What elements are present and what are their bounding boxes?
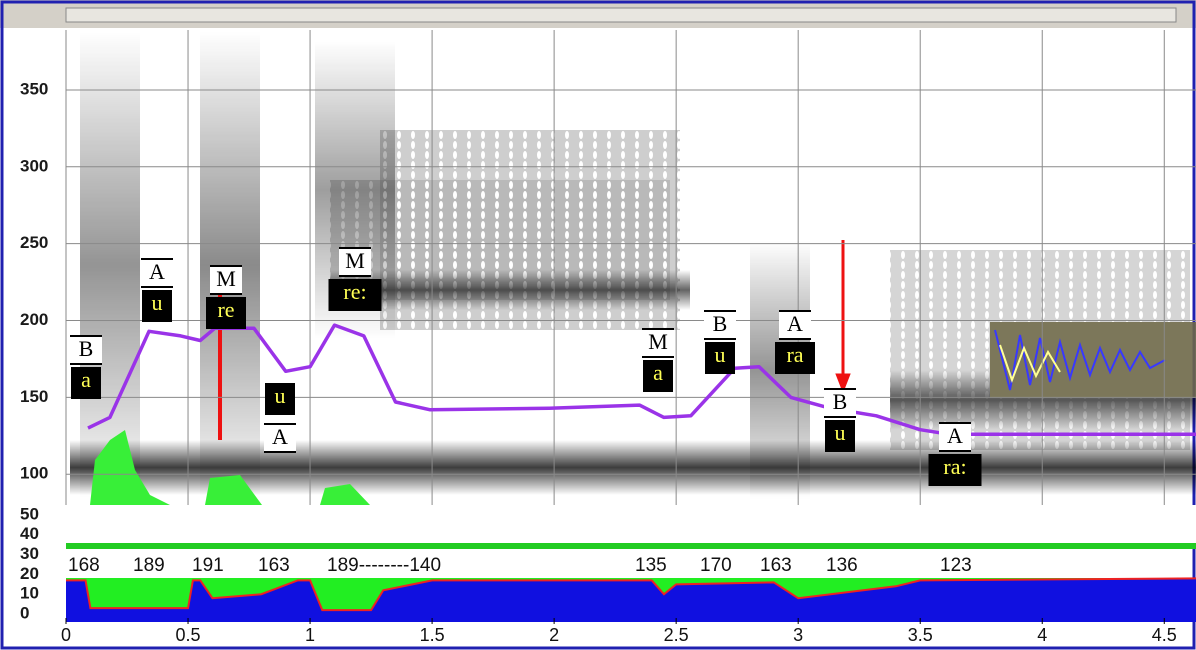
tone-label: B <box>713 311 728 336</box>
formant-band <box>330 270 690 310</box>
pitch-reading: 170 <box>700 555 732 576</box>
x-tick-label: 1 <box>305 625 315 645</box>
y-tick-label: 50 <box>20 504 39 523</box>
tone-box <box>339 247 371 277</box>
syllable-box <box>71 367 101 399</box>
tone-label: A <box>149 259 165 284</box>
syllable-label: u <box>275 383 286 408</box>
scrollbar[interactable] <box>65 7 1177 23</box>
tone-box <box>210 265 242 295</box>
panel-gap <box>66 505 1196 545</box>
y-tick-label: 200 <box>20 310 48 329</box>
tone-box <box>141 258 173 288</box>
pitch-reading: 189 <box>133 555 165 576</box>
x-tick-label: 2.5 <box>664 625 689 645</box>
syllable-label: u <box>152 290 163 315</box>
y-tick-label: 150 <box>20 387 48 406</box>
tone-box <box>264 423 296 453</box>
pitch-reading: 136 <box>826 555 858 576</box>
syllable-box <box>825 420 855 452</box>
y-tick-label: 0 <box>20 604 29 623</box>
x-tick-label: 2 <box>549 625 559 645</box>
tone-box <box>642 328 674 358</box>
x-tick-label: 4.5 <box>1152 625 1177 645</box>
tone-box <box>70 335 102 365</box>
syllable-box <box>142 290 172 322</box>
tone-box <box>939 422 971 452</box>
y-tick-label: 30 <box>20 544 39 563</box>
separator <box>66 543 1196 549</box>
tone-label: M <box>648 329 668 354</box>
tone-label: A <box>787 311 803 336</box>
syllable-label: a <box>653 360 663 385</box>
syllable-label: re: <box>343 279 366 304</box>
x-tick-label: 0 <box>61 625 71 645</box>
pitch-reading: 135 <box>635 555 667 576</box>
x-tick-label: 1.5 <box>420 625 445 645</box>
syllable-label: u <box>715 342 726 367</box>
y-tick-label: 350 <box>20 79 48 98</box>
arrow-head <box>835 373 851 394</box>
pitch-reading: 191 <box>192 555 224 576</box>
pitch-reading: 189--------140 <box>327 555 441 576</box>
y-tick-label: 40 <box>20 524 39 543</box>
syllable-label: u <box>835 420 846 445</box>
syllable-label: re <box>217 297 234 322</box>
syllable-box <box>643 360 673 392</box>
waveform <box>999 344 1061 383</box>
x-tick-label: 3.5 <box>908 625 933 645</box>
energy-green <box>320 484 370 505</box>
tone-label: A <box>947 423 963 448</box>
tone-box <box>779 310 811 340</box>
intensity-edge <box>66 577 1196 612</box>
tone-box <box>704 310 736 340</box>
formant-band <box>70 440 1196 495</box>
syllable-box <box>206 297 246 329</box>
pitch-reading: 168 <box>68 555 100 576</box>
energy <box>80 30 140 500</box>
tone-label: B <box>79 336 94 361</box>
pitch-reading: 163 <box>258 555 290 576</box>
intensity-panel <box>66 577 1196 622</box>
x-tick-label: 3 <box>793 625 803 645</box>
x-tick-label: 0.5 <box>176 625 201 645</box>
y-tick-label: 250 <box>20 233 48 252</box>
x-tick-label: 4 <box>1037 625 1047 645</box>
syllable-box <box>775 342 815 374</box>
syllable-box <box>265 383 295 415</box>
tone-label: B <box>833 389 848 414</box>
tone-label: M <box>345 248 365 273</box>
tone-label: M <box>216 266 236 291</box>
syllable-label: a <box>81 367 91 392</box>
tone-label: A <box>272 424 288 449</box>
syllable-box <box>328 279 382 311</box>
tone-box <box>824 388 856 418</box>
syllable-box <box>705 342 735 374</box>
syllable-label: ra <box>786 342 803 367</box>
waveform <box>994 329 1166 391</box>
syllable-box <box>928 454 982 486</box>
energy-green <box>90 430 170 505</box>
energy-green <box>205 475 262 505</box>
spectrogram <box>70 30 1196 505</box>
y-tick-label: 100 <box>20 464 48 483</box>
pitch-reading: 163 <box>760 555 792 576</box>
y-tick-label: 20 <box>20 564 39 583</box>
syllable-label: ra: <box>943 454 966 479</box>
y-tick-label: 300 <box>20 156 48 175</box>
highlight <box>990 322 1196 398</box>
pitch-reading: 123 <box>940 555 972 576</box>
y-tick-label: 10 <box>20 584 39 603</box>
